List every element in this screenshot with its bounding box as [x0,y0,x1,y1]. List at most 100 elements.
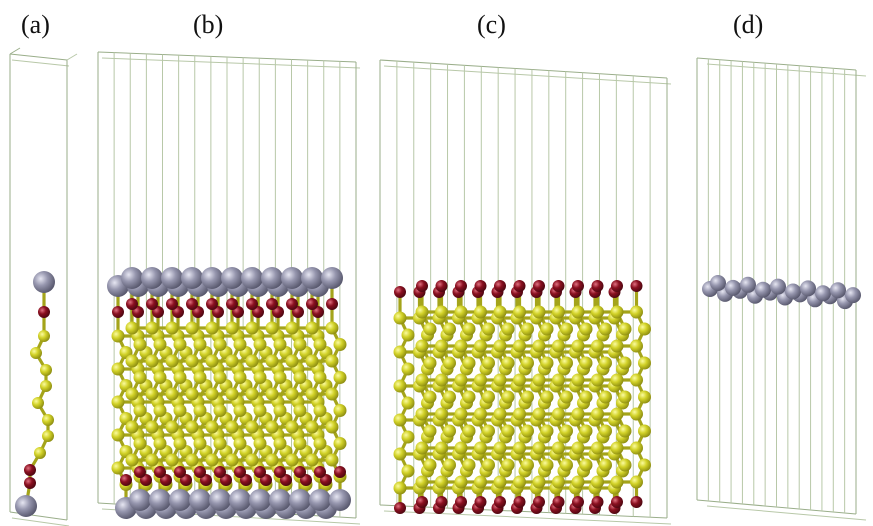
si-atom [579,356,593,370]
si-atom [552,373,565,387]
si-atom [493,339,507,353]
si-atom [205,321,219,335]
si-atom [233,404,247,417]
si-atom [401,362,415,376]
si-atom [540,458,554,472]
si-atom [521,458,534,472]
ga-atom [289,489,311,511]
ga-atom [725,279,741,296]
o-atom [394,502,406,514]
ga-atom [33,271,55,293]
si-atom [579,424,593,438]
si-atom [165,420,179,434]
si-atom [591,339,604,353]
si-atom [173,437,187,450]
si-atom [30,347,42,359]
si-atom [610,475,624,489]
si-atom [393,447,407,461]
si-atom [610,373,624,387]
o-atom [206,298,218,310]
si-atom [313,404,327,417]
si-atom [225,387,239,401]
si-atom [638,356,651,370]
o-atom [314,466,326,478]
si-atom [285,354,299,368]
ga-atom [301,267,323,289]
si-atom [253,404,267,417]
si-atom [245,321,259,335]
si-atom [285,453,299,467]
si-atom [145,387,159,401]
si-atom [40,380,52,392]
ga-atom [261,267,283,289]
si-atom [493,441,507,455]
o-atom [334,466,346,478]
si-atom [540,390,554,404]
si-atom [501,390,515,404]
cell-top-edge [379,59,668,79]
si-atom [579,322,593,336]
si-atom [325,453,339,467]
si-atom [305,420,319,434]
si-atom [618,424,632,438]
si-atom [185,321,199,335]
si-atom [493,407,507,421]
si-atom [435,373,448,387]
ga-atom [281,267,303,289]
si-atom [193,404,207,417]
ga-atom [121,267,143,289]
ga-atom [269,489,291,511]
si-atom [245,453,259,467]
o-atom [306,298,318,310]
si-atom [165,453,179,467]
si-atom [40,364,52,376]
o-atom [455,496,467,508]
si-atom [253,437,267,450]
si-atom [273,404,287,417]
si-atom [443,424,456,438]
si-atom [133,371,147,384]
si-atom [571,305,585,319]
si-atom [173,371,187,384]
si-atom [233,371,247,384]
ga-atom [321,267,343,289]
si-atom [591,441,604,455]
si-atom [513,339,526,353]
si-atom [273,338,287,351]
cell-a [9,53,70,526]
si-atom [233,437,247,450]
si-atom [638,424,651,438]
o-atom [552,496,565,508]
panel-label-a: (a) [21,10,50,39]
si-atom [630,373,643,387]
si-atom [265,453,279,467]
si-atom [205,420,219,434]
si-atom [513,475,526,489]
si-atom [205,387,219,401]
si-atom [145,321,159,335]
si-atom [333,371,347,384]
o-atom [326,298,338,310]
si-atom [513,407,526,421]
si-atom [185,453,199,467]
si-atom [552,339,565,353]
atoms [15,267,861,519]
si-atom [599,390,612,404]
si-atom [435,441,448,455]
si-atom [401,396,415,410]
si-atom [462,356,476,370]
si-atom [193,338,207,351]
si-atom [630,305,643,319]
si-atom [125,420,139,434]
o-atom [552,280,565,292]
si-atom [42,414,54,426]
o-atom [166,298,178,310]
ga-atom [755,281,771,298]
si-atom [532,407,546,421]
o-atom [630,280,643,292]
o-atom [591,280,604,292]
si-atom [513,305,526,319]
si-atom [213,371,227,384]
si-atom [532,373,546,387]
si-atom [305,387,319,401]
